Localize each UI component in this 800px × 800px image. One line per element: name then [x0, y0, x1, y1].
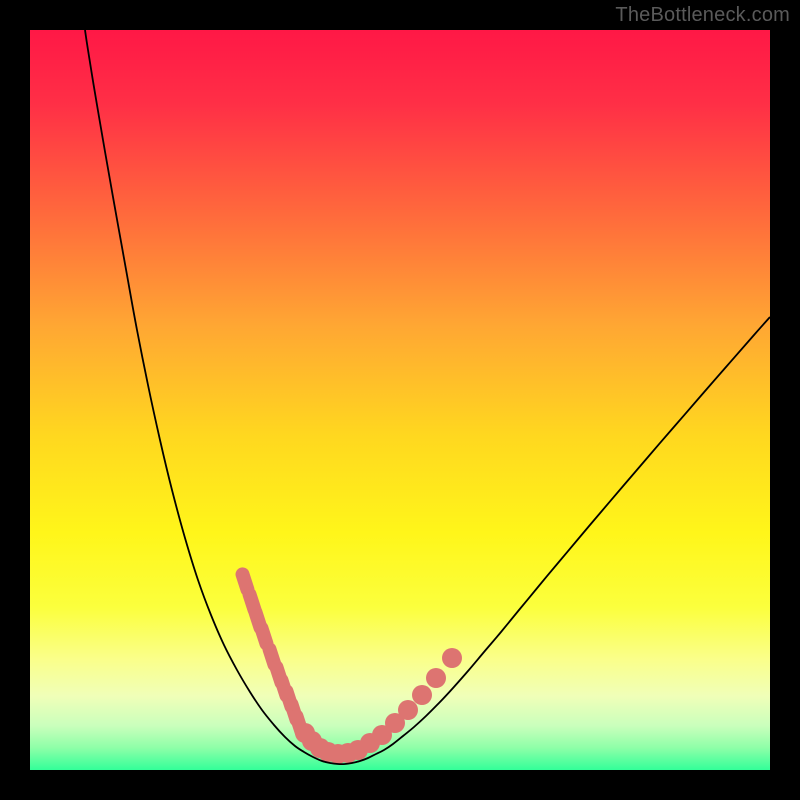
marker-dot — [398, 700, 418, 720]
main-curve — [85, 30, 770, 764]
marker-layer — [234, 566, 462, 764]
marker-dot — [442, 648, 462, 668]
marker-dot — [412, 685, 432, 705]
chart-plot-area — [30, 30, 770, 770]
marker-dot — [426, 668, 446, 688]
watermark-text: TheBottleneck.com — [615, 4, 790, 27]
chart-svg — [30, 30, 770, 770]
